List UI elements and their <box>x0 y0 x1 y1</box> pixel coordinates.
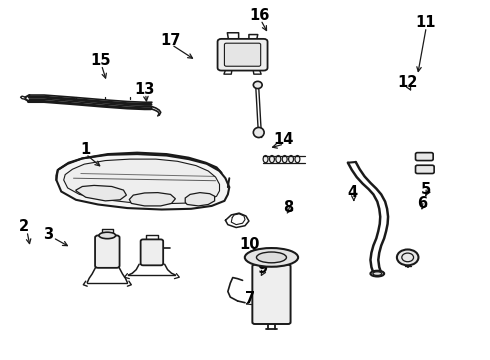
Text: 2: 2 <box>19 219 28 234</box>
Ellipse shape <box>256 252 287 263</box>
Text: 1: 1 <box>81 142 91 157</box>
Ellipse shape <box>282 156 287 163</box>
FancyBboxPatch shape <box>141 239 163 265</box>
FancyBboxPatch shape <box>416 165 434 174</box>
Ellipse shape <box>131 166 171 180</box>
Text: 13: 13 <box>134 82 155 97</box>
Ellipse shape <box>276 156 281 163</box>
FancyBboxPatch shape <box>416 153 433 161</box>
Text: 9: 9 <box>257 261 267 276</box>
Ellipse shape <box>99 232 116 239</box>
Text: 17: 17 <box>160 33 181 48</box>
Ellipse shape <box>289 156 294 163</box>
Ellipse shape <box>270 156 274 163</box>
Text: 16: 16 <box>249 8 270 23</box>
Ellipse shape <box>370 271 384 276</box>
Text: 4: 4 <box>348 185 358 200</box>
Polygon shape <box>64 159 220 204</box>
Polygon shape <box>76 185 126 201</box>
Text: 8: 8 <box>283 199 293 215</box>
Text: 14: 14 <box>273 132 294 147</box>
Text: 11: 11 <box>415 15 436 30</box>
Ellipse shape <box>253 81 262 89</box>
Text: 3: 3 <box>43 226 53 242</box>
Text: 7: 7 <box>245 291 255 306</box>
Polygon shape <box>129 193 175 206</box>
Text: 15: 15 <box>90 53 111 68</box>
FancyBboxPatch shape <box>95 235 120 268</box>
Text: 10: 10 <box>240 237 260 252</box>
Polygon shape <box>56 154 229 210</box>
FancyBboxPatch shape <box>252 265 291 324</box>
Polygon shape <box>185 193 215 206</box>
Text: 5: 5 <box>421 181 431 197</box>
Ellipse shape <box>263 156 268 163</box>
Ellipse shape <box>253 127 264 138</box>
FancyBboxPatch shape <box>218 39 268 71</box>
Text: 6: 6 <box>417 196 427 211</box>
Circle shape <box>397 249 418 265</box>
Ellipse shape <box>295 156 300 163</box>
FancyBboxPatch shape <box>224 43 261 66</box>
Ellipse shape <box>245 248 298 267</box>
Text: 12: 12 <box>397 75 418 90</box>
